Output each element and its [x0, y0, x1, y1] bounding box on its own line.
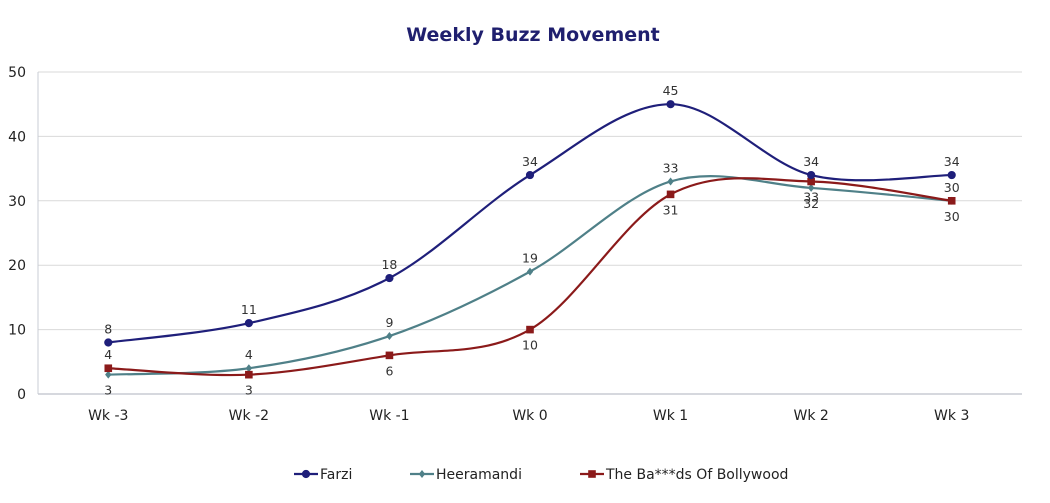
data-point — [105, 370, 112, 379]
data-label: 33 — [663, 160, 679, 175]
series-line — [108, 103, 952, 344]
data-point — [807, 170, 816, 180]
data-label: 34 — [803, 154, 819, 169]
data-label: 8 — [104, 321, 112, 336]
data-label: 3 — [104, 383, 112, 398]
legend-label: Farzi — [320, 467, 352, 483]
legend-label: The Ba***ds Of Bollywood — [605, 467, 788, 483]
data-label: 6 — [385, 363, 393, 378]
axes — [37, 72, 1022, 395]
data-point — [807, 183, 815, 192]
y-tick-label: 50 — [8, 65, 26, 81]
data-label: 34 — [522, 154, 538, 169]
series-group — [104, 100, 956, 379]
data-label: 33 — [803, 189, 819, 204]
data-point — [807, 177, 815, 186]
data-label: 3 — [245, 383, 253, 398]
series-the-ba-ds-of-bollywood — [104, 177, 956, 379]
x-tick-label: Wk -1 — [369, 408, 409, 424]
data-point — [244, 319, 253, 328]
y-axis-ticks: 0 10 20 30 40 50 — [8, 65, 26, 403]
data-point — [385, 273, 394, 283]
data-point — [666, 190, 675, 199]
x-axis-ticks: Wk -3 Wk -2 Wk -1 Wk 0 Wk 1 Wk 2 Wk 3 — [88, 408, 969, 424]
data-point — [526, 325, 534, 334]
gridlines — [38, 71, 1022, 331]
x-tick-label: Wk 2 — [793, 408, 828, 424]
data-label: 4 — [245, 347, 253, 362]
x-tick-label: Wk 3 — [934, 408, 969, 424]
data-label: 34 — [944, 154, 960, 169]
data-label: 4 — [104, 347, 112, 362]
x-tick-label: Wk 0 — [512, 408, 547, 424]
data-point — [245, 364, 253, 373]
data-label: 32 — [803, 196, 819, 211]
data-label: 30 — [944, 180, 960, 195]
series-farzi — [104, 100, 956, 347]
y-tick-label: 20 — [8, 258, 26, 274]
legend-item: The Ba***ds Of Bollywood — [580, 467, 788, 483]
y-tick-label: 30 — [8, 194, 26, 210]
data-point — [385, 351, 394, 360]
legend-item: Farzi — [294, 467, 352, 483]
data-point — [947, 170, 956, 180]
y-tick-label: 10 — [8, 323, 26, 339]
legend: Farzi Heeramandi The Ba***ds Of Bollywood — [294, 467, 788, 483]
data-label: 11 — [241, 302, 257, 317]
legend-marker — [588, 470, 596, 478]
data-point — [104, 338, 113, 347]
data-point — [666, 100, 675, 109]
data-point — [525, 170, 535, 180]
x-tick-label: Wk -2 — [229, 408, 269, 424]
y-tick-label: 0 — [17, 387, 26, 403]
series-heeramandi — [105, 175, 955, 379]
data-point — [386, 332, 393, 341]
x-tick-label: Wk -3 — [88, 408, 128, 424]
data-point — [667, 177, 674, 186]
data-label: 18 — [381, 257, 397, 272]
x-tick-label: Wk 1 — [653, 408, 688, 424]
data-point — [104, 364, 113, 373]
data-label: 10 — [522, 338, 538, 353]
y-tick-label: 40 — [8, 129, 26, 145]
chart-title: Weekly Buzz Movement — [406, 24, 659, 46]
data-label: 30 — [944, 209, 960, 224]
legend-marker — [301, 469, 311, 479]
legend-marker — [418, 470, 426, 478]
legend-label: Heeramandi — [436, 467, 522, 483]
data-label: 45 — [663, 83, 679, 98]
data-label: 19 — [522, 251, 538, 266]
data-label: 9 — [385, 315, 393, 330]
data-point — [245, 370, 253, 379]
data-label: 31 — [663, 202, 679, 217]
data-point — [526, 267, 534, 276]
data-point — [947, 197, 956, 205]
legend-item: Heeramandi — [410, 467, 522, 483]
